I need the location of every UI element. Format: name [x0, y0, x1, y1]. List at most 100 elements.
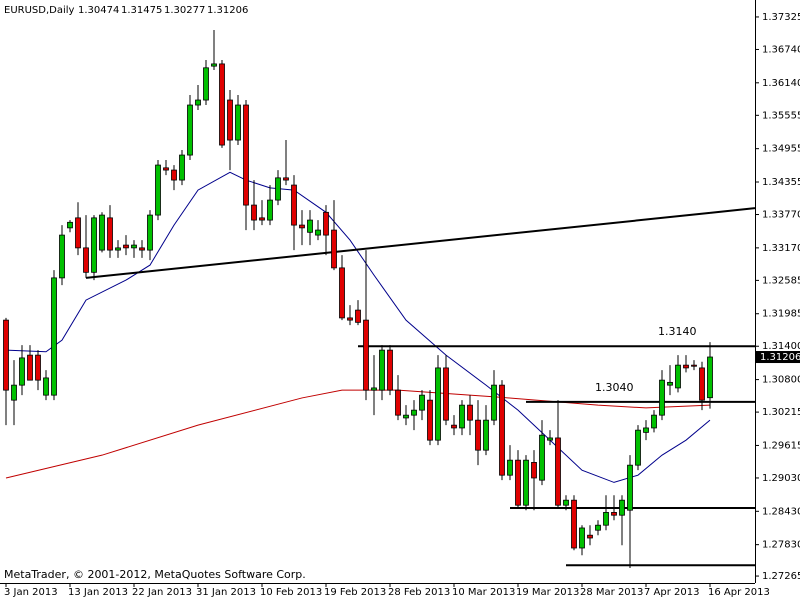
y-tick-label: 1.35555	[762, 110, 800, 121]
candle-body	[91, 217, 97, 273]
candle-body	[707, 356, 713, 399]
level-label: 1.3140	[658, 325, 697, 338]
candle-body	[699, 367, 705, 401]
candle-body	[651, 414, 657, 429]
candle-body	[251, 204, 257, 221]
candle-body	[259, 217, 265, 221]
y-tick-label: 1.33770	[762, 210, 800, 221]
x-tick-label: 10 Feb 2013	[260, 587, 322, 598]
header: EURUSD,Daily 1.30474 1.31475 1.30277 1.3…	[4, 5, 248, 16]
candle-body	[243, 104, 249, 206]
level-label: 1.3040	[595, 381, 634, 394]
y-tick-label: 1.27830	[762, 540, 800, 551]
candle-body	[491, 384, 497, 421]
candle-body	[635, 429, 641, 466]
candle-body	[11, 384, 17, 401]
candle-body	[275, 177, 281, 201]
x-tick-label: 16 Apr 2013	[708, 587, 770, 598]
candle-body	[203, 67, 209, 101]
candle-body	[355, 309, 361, 323]
price-marker	[756, 351, 800, 364]
candle-body	[659, 379, 665, 416]
candle-body	[467, 404, 473, 421]
candle-body	[603, 512, 609, 526]
x-tick-label: 10 Mar 2013	[452, 587, 515, 598]
y-tick-label: 1.30800	[762, 375, 800, 386]
y-tick-label: 1.32585	[762, 275, 800, 286]
candle-body	[443, 367, 449, 421]
candle-body	[75, 217, 81, 249]
candle-body	[363, 319, 369, 391]
y-tick-label: 1.37325	[762, 12, 800, 23]
candle-body	[283, 177, 289, 181]
candle-body	[235, 104, 241, 141]
candle-body	[563, 499, 569, 506]
y-tick-label: 1.29030	[762, 473, 800, 484]
candle-body	[595, 524, 601, 531]
candle-body	[475, 419, 481, 451]
y-tick-label: 1.34355	[762, 177, 800, 188]
candle-body	[435, 367, 441, 441]
candle-body	[683, 364, 689, 369]
candle-body	[483, 419, 489, 451]
candle-body	[179, 154, 185, 181]
candle-body	[299, 224, 305, 229]
candle-body	[371, 387, 377, 391]
candle-body	[403, 414, 409, 419]
x-tick-label: 19 Mar 2013	[516, 587, 579, 598]
candle-body	[3, 319, 9, 391]
x-tick-label: 28 Mar 2013	[580, 587, 643, 598]
candle-body	[555, 437, 561, 506]
candle-body	[499, 384, 505, 476]
x-tick-label: 22 Jan 2013	[132, 587, 192, 598]
candle-body	[331, 229, 337, 269]
candle-body	[211, 63, 217, 67]
trendline-extension	[709, 207, 756, 214]
candle-body	[43, 377, 49, 396]
candle-body	[59, 234, 65, 279]
y-tick-label: 1.27265	[762, 571, 800, 582]
y-tick-label: 1.29615	[762, 440, 800, 451]
candle-body	[339, 267, 345, 319]
candle-body	[539, 434, 545, 481]
y-tick-label: 1.36140	[762, 78, 800, 89]
candle-body	[323, 211, 329, 236]
price-marker-label: 1.31206	[760, 352, 800, 363]
candle-body	[451, 424, 457, 429]
header-open: 1.30474	[78, 5, 119, 16]
candle-body	[515, 459, 521, 506]
candle-body	[675, 364, 681, 389]
x-tick-label: 7 Apr 2013	[644, 587, 699, 598]
candle-body	[51, 277, 57, 396]
candle-body	[395, 389, 401, 416]
y-tick-label: 1.28430	[762, 506, 800, 517]
candle-body	[571, 499, 577, 549]
candle-body	[107, 217, 113, 251]
x-tick-label: 31 Jan 2013	[196, 587, 256, 598]
candle-body	[195, 99, 201, 106]
candle-body	[171, 169, 177, 181]
candle-body	[579, 527, 585, 549]
x-tick-label: 13 Jan 2013	[68, 587, 128, 598]
candle-body	[411, 409, 417, 416]
candle-body	[691, 364, 697, 367]
y-tick-label: 1.31400	[762, 341, 800, 352]
y-tick-label: 1.30215	[762, 407, 800, 418]
candle-body	[427, 399, 433, 441]
candle-body	[531, 461, 537, 479]
candle-body	[67, 221, 73, 229]
candle-body	[291, 184, 297, 226]
y-tick-label: 1.34955	[762, 144, 800, 155]
candle-body	[267, 199, 273, 221]
y-tick-label: 1.36740	[762, 44, 800, 55]
candle-body	[27, 354, 33, 381]
candle-body	[163, 167, 169, 171]
candle-body	[667, 381, 673, 386]
candle-body	[507, 459, 513, 476]
candle-body	[547, 437, 553, 441]
candle-body	[419, 394, 425, 411]
candle-body	[19, 357, 25, 386]
candle-body	[123, 244, 129, 249]
candle-body	[139, 247, 145, 251]
y-tick-label: 1.33170	[762, 243, 800, 254]
